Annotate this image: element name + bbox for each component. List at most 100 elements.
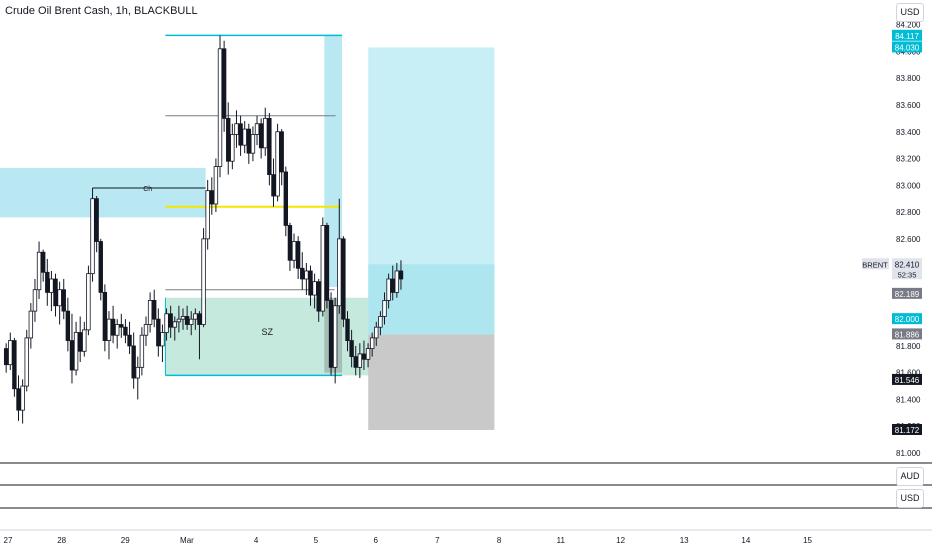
candle-body: [86, 273, 91, 331]
candle-body: [147, 300, 153, 325]
candle-body: [221, 48, 227, 119]
sz-label: SZ: [262, 327, 274, 337]
candle-body: [312, 281, 317, 296]
x-tick-label: 27: [4, 536, 13, 545]
candle-body: [369, 337, 375, 349]
y-tick-label: 82.800: [896, 208, 921, 217]
chart-title: Crude Oil Brent Cash, 1h, BLACKBULL: [5, 5, 198, 17]
x-tick-label: 5: [314, 536, 319, 545]
candle-body: [337, 238, 342, 307]
countdown-bg: [892, 269, 922, 280]
candle-body: [119, 324, 124, 328]
candle-body: [390, 278, 395, 293]
x-tick-label: Mar: [180, 536, 194, 545]
candle-body: [32, 289, 38, 312]
candle-body: [238, 123, 243, 146]
y-tick-label: 83.800: [896, 74, 921, 83]
price-label: 82.189: [895, 290, 920, 299]
cyan-column: [324, 35, 343, 288]
candle-body: [65, 310, 71, 341]
y-tick-label: 83.400: [896, 128, 921, 137]
candle-body: [139, 334, 145, 368]
x-tick-label: 15: [803, 536, 812, 545]
choch-label: Ch: [143, 186, 152, 193]
candle-body: [328, 300, 334, 368]
candle-body: [374, 326, 379, 339]
candle-body: [123, 326, 128, 336]
x-tick-label: 29: [121, 536, 130, 545]
candle-body: [316, 281, 321, 312]
candle-body: [205, 190, 210, 240]
candle-body: [341, 238, 346, 320]
candle-body: [16, 388, 21, 411]
countdown-label: 52:35: [898, 270, 917, 279]
x-tick-label: 8: [497, 536, 502, 545]
candle-body: [394, 270, 400, 293]
candle-body: [135, 366, 140, 379]
candle-body: [263, 117, 268, 149]
candle-body: [291, 241, 297, 261]
candle-body: [53, 278, 58, 307]
candle-body: [271, 174, 276, 197]
resistance-zone: [0, 167, 206, 218]
candle-body: [304, 270, 309, 280]
x-tick-label: 7: [435, 536, 440, 545]
x-tick-label: 4: [254, 536, 259, 545]
candle-body: [156, 318, 161, 347]
price-label-bg: [892, 423, 922, 435]
symbol-tag: BRENT: [862, 260, 888, 269]
candle-body: [168, 313, 173, 328]
candle-body: [152, 300, 157, 320]
candle-body: [20, 385, 25, 411]
candle-body: [279, 131, 284, 173]
candle-body: [254, 123, 260, 135]
candle-body: [172, 321, 177, 328]
candle-body: [398, 270, 404, 280]
candle-body: [36, 251, 42, 291]
candle-body: [73, 332, 79, 371]
candle-body: [230, 134, 235, 162]
price-label: 82.000: [895, 315, 920, 324]
stop-zone: [368, 334, 495, 430]
candle-body: [250, 134, 256, 154]
candle-body: [324, 225, 330, 301]
price-label: 82.410: [895, 260, 920, 269]
currency-button-main[interactable]: USD: [896, 3, 924, 22]
candle-body: [82, 329, 87, 352]
y-tick-label: 83.000: [896, 181, 921, 190]
candle-body: [332, 305, 338, 368]
x-tick-label: 6: [373, 536, 378, 545]
candle-body: [57, 289, 62, 307]
candle-body: [189, 318, 194, 325]
candle-body: [287, 225, 293, 261]
candle-body: [3, 348, 9, 366]
currency-button-pane-1[interactable]: AUD: [896, 467, 924, 486]
candle-body: [246, 128, 252, 154]
candle-body: [345, 318, 350, 341]
y-tick-label: 81.400: [896, 395, 921, 404]
price-label: 84.030: [895, 43, 920, 52]
candle-body: [213, 166, 219, 205]
candle-body: [98, 241, 103, 293]
candle-body: [90, 198, 95, 275]
candle-body: [180, 316, 186, 320]
candle-body: [382, 300, 387, 317]
candle-body: [300, 267, 305, 280]
candle-body: [378, 316, 383, 328]
candle-body: [267, 117, 272, 175]
price-label-bg: [892, 41, 922, 53]
candle-body: [143, 324, 149, 336]
candle-body: [357, 353, 363, 368]
x-tick-label: 13: [680, 536, 689, 545]
currency-button-pane-2[interactable]: USD: [896, 489, 924, 508]
candle-body: [193, 313, 198, 320]
y-tick-label: 84.200: [896, 21, 921, 30]
y-tick-label: 81.800: [896, 342, 921, 351]
candle-body: [164, 313, 169, 333]
price-label-bg: [892, 328, 922, 340]
candle-body: [226, 117, 231, 162]
price-label-bg: [892, 29, 922, 41]
y-tick-label: 83.600: [896, 101, 921, 110]
price-label-bg: [892, 287, 922, 299]
